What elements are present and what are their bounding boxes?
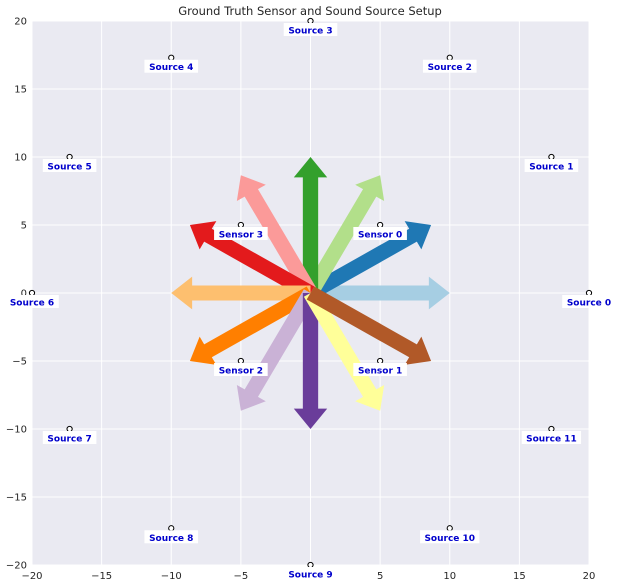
source-label: Source 11 [521, 431, 582, 445]
direction-arrow-5 [189, 221, 315, 300]
y-tick-label: 20 [14, 17, 27, 28]
source-point [307, 561, 314, 569]
source-label: Source 6 [5, 295, 59, 309]
source-label: Source 9 [283, 567, 338, 581]
direction-arrow-6 [171, 276, 311, 310]
source-point [66, 425, 73, 433]
source-label-text: Source 4 [149, 63, 193, 73]
source-label-text: Source 8 [149, 534, 193, 544]
y-tick-label: −10 [6, 425, 27, 436]
direction-arrow-8 [236, 289, 318, 411]
source-label-text: Source 0 [567, 299, 611, 309]
source-point [307, 17, 314, 25]
direction-arrow-9 [293, 293, 328, 429]
y-tick-label: 5 [21, 221, 27, 232]
source-label-text: Source 7 [47, 435, 91, 445]
y-tick-label: −20 [6, 561, 27, 572]
source-label-text: Source 10 [424, 534, 475, 544]
direction-arrow-3 [293, 157, 328, 293]
source-label-box [521, 431, 582, 444]
source-label: Source 4 [144, 59, 199, 73]
source-point [548, 153, 555, 161]
direction-arrow-1 [306, 221, 432, 300]
sensor-label-box [214, 227, 268, 240]
sensor-point [237, 357, 244, 365]
source-label: Source 3 [283, 23, 338, 37]
y-tick-label: −5 [12, 357, 27, 368]
direction-arrow-2 [303, 175, 385, 297]
direction-arrow-0 [310, 276, 450, 310]
source-label-text: Source 5 [47, 163, 91, 173]
source-label-box [42, 431, 97, 444]
source-point [168, 525, 175, 532]
arrows [171, 157, 450, 429]
sensor-label: Sensor 2 [214, 363, 268, 377]
source-label-text: Source 11 [526, 435, 577, 445]
x-tick-label: 10 [443, 571, 456, 582]
sensor-label: Sensor 3 [214, 227, 268, 241]
sensor-point [377, 221, 384, 229]
y-tick-label: 10 [14, 153, 27, 164]
source-label-box [283, 23, 338, 36]
sensor-label-text: Sensor 2 [219, 367, 263, 377]
source-label-box [144, 59, 199, 73]
sensor-label-box [214, 363, 268, 376]
y-tick-label: 0 [21, 289, 27, 300]
source-label: Source 0 [562, 295, 616, 309]
sensor-label: Sensor 1 [353, 363, 407, 377]
source-label: Source 1 [524, 159, 579, 173]
x-tick-label: −15 [91, 571, 112, 582]
direction-arrow-11 [306, 286, 432, 365]
source-label-box [524, 159, 579, 172]
source-label-box [420, 530, 480, 544]
source-label-text: Source 3 [288, 27, 332, 37]
source-point [28, 289, 36, 297]
sensor-label-text: Sensor 1 [358, 367, 402, 377]
source-label: Source 8 [144, 530, 199, 544]
source-label: Source 5 [42, 159, 97, 173]
source-label-box [144, 530, 199, 544]
source-point [548, 425, 555, 433]
point-labels: Sensor 0 Sensor 1 Sensor 2 Sensor 3 Source 0… [5, 23, 616, 581]
source-point [66, 153, 73, 161]
source-point [446, 54, 453, 61]
x-tick-label: −20 [21, 571, 42, 582]
source-label: Source 10 [420, 530, 480, 544]
source-point [168, 54, 175, 61]
sensor-point [377, 357, 384, 365]
source-label: Source 2 [422, 59, 477, 73]
source-label-text: Source 1 [529, 163, 573, 173]
direction-arrow-10 [303, 289, 385, 411]
source-label: Source 7 [42, 431, 97, 445]
sensor-label-box [353, 363, 407, 376]
y-tick-label: −15 [6, 493, 27, 504]
source-point [585, 289, 593, 297]
sensor-point [237, 221, 244, 229]
y-tick-label: 15 [14, 85, 27, 96]
sensor-label: Sensor 0 [353, 227, 407, 241]
source-label-text: Source 6 [10, 299, 54, 309]
x-tick-label: 5 [377, 571, 383, 582]
source-label-text: Source 2 [428, 63, 472, 73]
direction-arrow-4 [236, 175, 318, 297]
direction-arrow-7 [189, 286, 315, 365]
source-label-box [562, 295, 616, 308]
source-label-box [42, 159, 97, 172]
x-tick-label: 15 [513, 571, 526, 582]
x-tick-label: −5 [234, 571, 249, 582]
sensor-label-box [353, 227, 407, 240]
source-point [446, 525, 453, 532]
x-tick-label: −10 [161, 571, 182, 582]
source-label-box [422, 59, 477, 73]
source-label-text: Source 9 [288, 571, 332, 581]
sensor-label-text: Sensor 0 [358, 231, 402, 241]
source-label-box [283, 567, 338, 580]
x-tick-label: 20 [583, 571, 596, 582]
source-label-box [5, 295, 59, 308]
sensor-label-text: Sensor 3 [219, 231, 263, 241]
chart-title: Ground Truth Sensor and Sound Source Set… [178, 4, 442, 18]
